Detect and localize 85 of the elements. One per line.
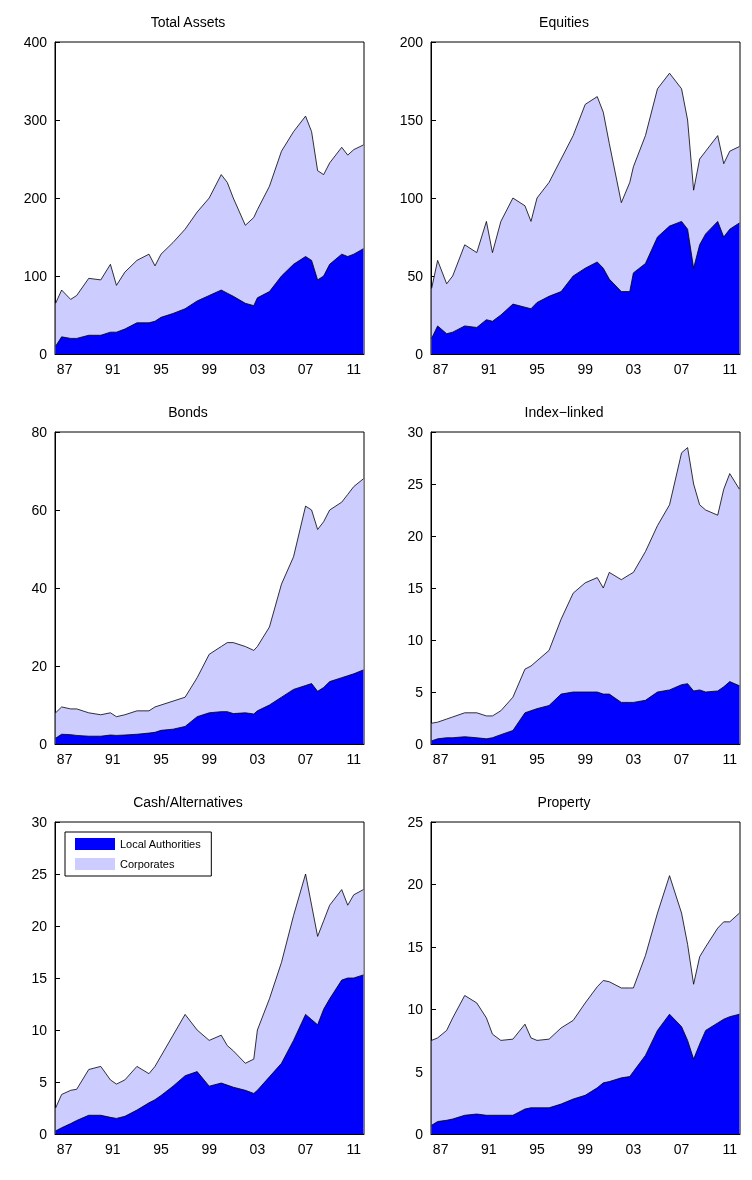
x-tick-label: 03	[625, 1141, 642, 1157]
y-tick-label: 25	[407, 476, 424, 492]
x-tick-label: 91	[105, 1141, 121, 1157]
x-tick-label: 03	[249, 751, 266, 767]
x-tick-label: 91	[481, 751, 497, 767]
x-tick-label: 03	[625, 751, 642, 767]
y-tick-label: 20	[407, 528, 424, 544]
x-tick-label: 11	[722, 751, 738, 767]
y-tick-label: 10	[31, 1022, 48, 1038]
y-tick-label: 25	[407, 814, 424, 830]
y-tick-label: 30	[407, 424, 424, 440]
x-tick-label: 95	[529, 751, 546, 767]
chart-title: Cash/Alternatives	[133, 794, 243, 810]
x-tick-label: 95	[153, 1141, 170, 1157]
y-tick-label: 0	[39, 1126, 48, 1142]
x-tick-label: 11	[346, 1141, 362, 1157]
x-tick-label: 91	[481, 1141, 497, 1157]
y-tick-label: 0	[39, 346, 48, 362]
y-tick-label: 10	[407, 1001, 424, 1018]
x-tick-label: 99	[201, 361, 218, 377]
chart-title: Bonds	[168, 404, 208, 420]
chart-title: Total Assets	[150, 14, 226, 30]
y-tick-label: 25	[31, 866, 48, 882]
y-tick-label: 20	[31, 918, 48, 934]
x-tick-label: 87	[432, 361, 449, 377]
y-tick-label: 15	[31, 970, 48, 986]
x-tick-label: 07	[673, 751, 690, 767]
x-tick-label: 87	[56, 361, 73, 377]
y-tick-label: 60	[31, 502, 48, 518]
x-tick-label: 03	[249, 1141, 266, 1157]
chart-title: Equities	[539, 14, 589, 30]
x-tick-label: 95	[529, 361, 546, 377]
x-tick-label: 11	[722, 361, 738, 377]
chart-title: Property	[537, 794, 591, 810]
x-tick-label: 11	[346, 751, 362, 767]
chart-title: Index−linked	[524, 404, 604, 420]
x-tick-label: 95	[153, 751, 170, 767]
x-tick-label: 07	[673, 361, 690, 377]
x-tick-label: 91	[105, 751, 121, 767]
y-tick-label: 0	[39, 736, 48, 752]
y-tick-label: 10	[407, 632, 424, 648]
y-tick-label: 5	[39, 1074, 48, 1090]
y-tick-label: 200	[399, 34, 424, 50]
x-tick-label: 99	[577, 361, 594, 377]
y-tick-label: 0	[415, 346, 424, 362]
y-tick-label: 100	[399, 190, 424, 206]
x-tick-label: 99	[201, 1141, 218, 1157]
y-tick-label: 0	[415, 1126, 424, 1142]
x-tick-label: 11	[346, 361, 362, 377]
y-tick-label: 20	[407, 876, 424, 893]
y-tick-label: 20	[31, 658, 48, 674]
y-tick-label: 15	[407, 938, 424, 955]
y-tick-label: 80	[31, 424, 48, 440]
x-tick-label: 07	[297, 361, 314, 377]
x-tick-label: 99	[577, 751, 594, 767]
legend-label: Local Authorities	[120, 838, 202, 850]
x-tick-label: 87	[56, 1141, 73, 1157]
legend-label: Corporates	[120, 858, 175, 870]
x-tick-label: 95	[529, 1141, 546, 1157]
y-tick-label: 300	[23, 112, 48, 128]
x-tick-label: 07	[673, 1141, 690, 1157]
x-tick-label: 87	[56, 751, 73, 767]
y-tick-label: 5	[415, 1063, 424, 1080]
y-tick-label: 400	[23, 34, 48, 50]
y-tick-label: 5	[415, 684, 424, 700]
x-tick-label: 99	[201, 751, 218, 767]
y-tick-label: 100	[23, 268, 48, 284]
x-tick-label: 07	[297, 1141, 314, 1157]
x-tick-label: 95	[153, 361, 170, 377]
x-tick-label: 07	[297, 751, 314, 767]
y-tick-label: 200	[23, 190, 48, 206]
y-tick-label: 50	[407, 268, 424, 284]
y-tick-label: 15	[407, 580, 424, 596]
x-tick-label: 99	[577, 1141, 594, 1157]
x-tick-label: 91	[481, 361, 497, 377]
y-tick-label: 150	[399, 112, 424, 128]
x-tick-label: 03	[625, 361, 642, 377]
x-tick-label: 91	[105, 361, 121, 377]
x-tick-label: 03	[249, 361, 266, 377]
x-tick-label: 87	[432, 751, 449, 767]
x-tick-label: 87	[432, 1141, 449, 1157]
y-tick-label: 30	[31, 814, 48, 830]
y-tick-label: 40	[31, 580, 48, 596]
x-tick-label: 11	[722, 1141, 738, 1157]
y-tick-label: 0	[415, 736, 424, 752]
